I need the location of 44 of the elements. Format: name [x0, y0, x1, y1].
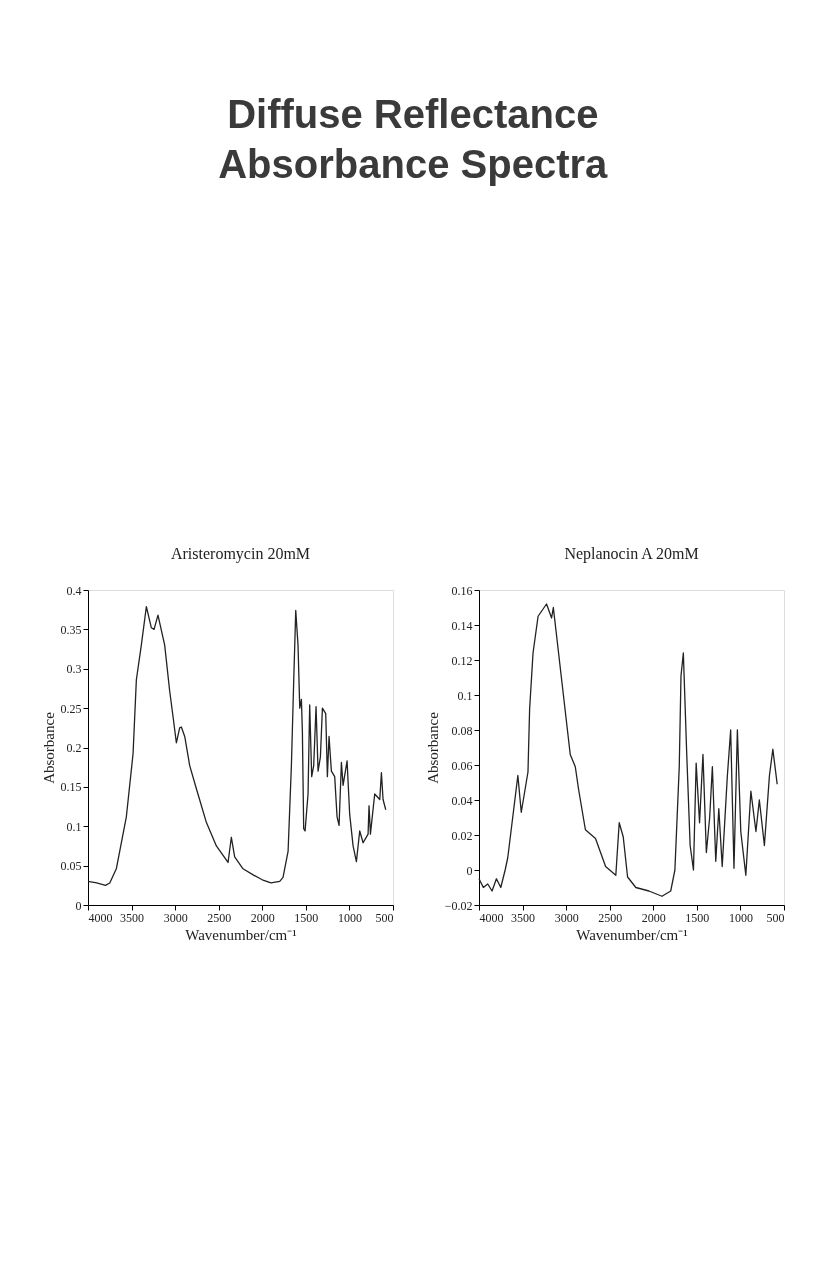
x-tick-label: 3500 — [120, 910, 145, 925]
x-tick-label: 2500 — [598, 910, 623, 925]
x-tick-label: 2000 — [641, 910, 666, 925]
line-series — [87, 605, 387, 886]
x-tick-label: 1500 — [685, 910, 710, 925]
y-tick-label: 0.1 — [66, 819, 82, 834]
y-tick-label: 0.12 — [451, 653, 473, 668]
y-tick-label: 0.06 — [451, 758, 473, 773]
x-tick-label: 3000 — [554, 910, 579, 925]
x-tick-label: 4000 — [88, 910, 113, 925]
chart-title: Neplanocin A 20mM — [564, 545, 699, 563]
x-tick-label: 3000 — [163, 910, 188, 925]
x-tick-label: 4000 — [479, 910, 504, 925]
y-tick-label: 0.4 — [66, 583, 82, 598]
x-tick-label: 2000 — [250, 910, 275, 925]
x-tick-label: 500 — [375, 910, 394, 925]
y-tick-label: 0.1 — [457, 688, 473, 703]
y-tick-label: −0.02 — [444, 898, 473, 913]
line-series — [478, 603, 778, 897]
y-tick-label: 0.3 — [66, 662, 82, 677]
y-tick-label: 0.25 — [60, 701, 82, 716]
text: Diffuse Reflectance Absorbance Spectra — [218, 91, 609, 186]
y-axis-title: Absorbance — [424, 711, 441, 784]
x-tick-label: 2500 — [207, 910, 232, 925]
y-tick-label: 0.16 — [451, 583, 473, 598]
y-tick-label: 0 — [75, 898, 82, 913]
chart-title: Aristeromycin 20mM — [170, 545, 311, 563]
y-tick-label: 0.14 — [451, 618, 473, 633]
y-tick-label: 0.15 — [60, 780, 82, 795]
y-tick-label: 0 — [466, 863, 473, 878]
x-tick-label: 1000 — [337, 910, 362, 925]
x-tick-label: 1000 — [728, 910, 753, 925]
x-axis-title: Wavenumber/cm⁻¹ — [185, 926, 297, 943]
y-tick-label: 0.02 — [451, 828, 473, 843]
y-axis-title: Absorbance — [40, 711, 57, 784]
y-tick-label: 0.04 — [451, 793, 473, 808]
y-tick-label: 0.05 — [60, 859, 82, 874]
x-axis-title: Wavenumber/cm⁻¹ — [576, 926, 688, 943]
y-tick-label: 0.2 — [66, 741, 82, 755]
x-tick-label: 1500 — [294, 910, 319, 925]
x-tick-label: 3500 — [511, 910, 536, 925]
y-tick-label: 0.08 — [451, 723, 473, 738]
x-tick-label: 500 — [766, 910, 785, 925]
y-tick-label: 0.35 — [60, 622, 82, 637]
